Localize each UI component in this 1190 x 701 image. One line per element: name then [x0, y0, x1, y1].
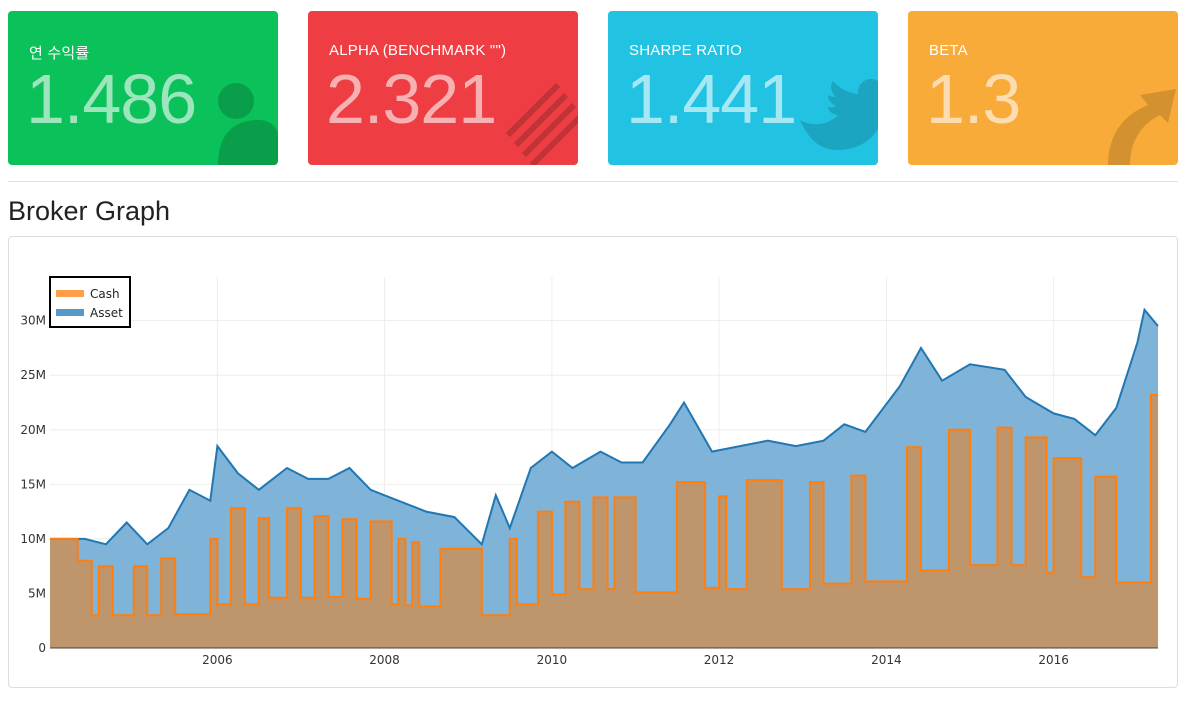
asset-line [50, 307, 1159, 547]
annual-return-card: 연 수익률 1.486 [8, 11, 278, 165]
cash-line [50, 393, 1158, 617]
x-tick-label: 2016 [1038, 653, 1069, 667]
y-tick-label: 0 [38, 641, 46, 655]
y-tick-label: 30M [20, 314, 46, 328]
sharpe-ratio-card: SHARPE RATIO 1.441 [608, 11, 878, 165]
card-label: BETA [929, 42, 968, 59]
card-value: 1.486 [26, 60, 197, 138]
y-tick-label: 15M [20, 477, 46, 491]
x-tick-label: 2010 [537, 653, 568, 667]
card-value: 1.3 [926, 60, 1021, 138]
chart-panel: 0 5M 10M 15M 20M 25M 30M 2006 2008 2010 2012 2014 20… [8, 236, 1178, 688]
x-tick-label: 2014 [871, 653, 902, 667]
y-tick-label: 10M [20, 532, 46, 546]
asset-legend-swatch [56, 309, 84, 316]
y-tick-label: 20M [20, 423, 46, 437]
card-label: SHARPE RATIO [629, 42, 742, 59]
divider [8, 181, 1178, 182]
broker-chart[interactable]: 0 5M 10M 15M 20M 25M 30M 2006 2008 2010 2012 2014 20… [9, 237, 1177, 687]
alpha-card: ALPHA (BENCHMARK "") 2.321 [308, 11, 578, 165]
cash-legend-swatch [56, 290, 84, 297]
asset-legend-label: Asset [90, 306, 123, 320]
bar-pattern-icon [505, 82, 578, 165]
card-label: ALPHA (BENCHMARK "") [329, 42, 507, 59]
y-tick-label: 25M [20, 368, 46, 382]
legend-box [49, 276, 131, 328]
cash-area [50, 394, 1158, 648]
section-title: Broker Graph [8, 196, 171, 226]
user-icon [218, 83, 278, 165]
beta-card: BETA 1.3 [908, 11, 1178, 165]
x-tick-label: 2006 [202, 653, 233, 667]
x-tick-label: 2012 [704, 653, 735, 667]
card-value: 1.441 [626, 60, 797, 138]
card-label: 연 수익률 [29, 45, 90, 62]
x-tick-label: 2008 [369, 653, 400, 667]
cash-legend-label: Cash [90, 287, 120, 301]
arrow-up-right-icon [1108, 89, 1176, 165]
y-tick-label: 5M [28, 586, 46, 600]
twitter-bird-icon [800, 79, 878, 150]
card-value: 2.321 [326, 60, 497, 138]
